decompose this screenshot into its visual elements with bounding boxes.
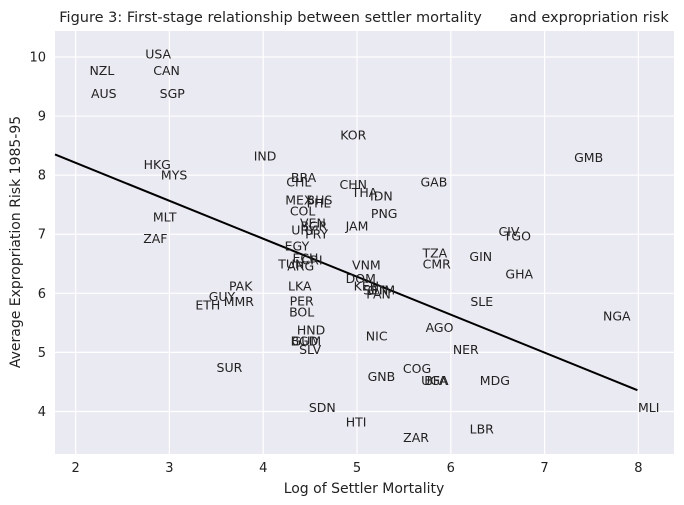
point-label-egy: EGY <box>285 239 310 254</box>
point-label-nzl: NZL <box>89 63 114 78</box>
point-label-zar: ZAR <box>403 430 429 445</box>
point-label-tza: TZA <box>421 246 447 261</box>
point-label-lka: LKA <box>288 279 312 294</box>
regression-line <box>54 153 638 392</box>
point-label-sle: SLE <box>470 294 493 309</box>
point-label-tha: THA <box>351 185 378 200</box>
point-label-ken: KEN <box>354 279 379 294</box>
point-label-cmr: CMR <box>423 256 452 271</box>
x-tick-label-8: 8 <box>634 461 642 476</box>
y-tick-label-8: 8 <box>38 169 46 184</box>
point-label-chl: CHL <box>286 175 311 190</box>
point-label-per: PER <box>290 293 314 308</box>
point-label-hti: HTI <box>346 415 367 430</box>
point-label-arg: ARG <box>287 259 314 274</box>
point-label-cog: COG <box>403 361 431 376</box>
x-tick-label-3: 3 <box>165 461 173 476</box>
point-label-pak: PAK <box>229 279 253 294</box>
y-axis-ticks: 4 5 6 7 8 9 10 <box>29 50 46 419</box>
point-label-guy: GUY <box>209 289 236 304</box>
point-label-ago: AGO <box>426 320 454 335</box>
point-label-gmb: GMB <box>574 150 603 165</box>
point-label-gnb: GNB <box>368 369 396 384</box>
point-label-ven: VEN <box>300 216 326 231</box>
point-label-mmr: MMR <box>224 294 255 309</box>
fit-line <box>54 153 638 392</box>
point-label-col: COL <box>290 204 316 219</box>
y-tick-label-9: 9 <box>38 110 46 125</box>
point-label-mdg: MDG <box>480 373 510 388</box>
point-label-usa: USA <box>145 47 171 62</box>
point-label-slv: SLV <box>299 342 322 357</box>
x-tick-label-6: 6 <box>447 461 455 476</box>
point-label-sdn: SDN <box>309 400 336 415</box>
point-label-gum: GUM <box>292 334 322 349</box>
point-label-mlt: MLT <box>153 210 177 225</box>
y-tick-label-6: 6 <box>38 287 46 302</box>
point-label-nga: NGA <box>603 308 631 323</box>
point-label-can: CAN <box>153 63 180 78</box>
x-tick-label-2: 2 <box>71 461 79 476</box>
point-label-tun: TUN <box>277 256 304 271</box>
point-label-idn: IDN <box>370 188 393 203</box>
point-label-mli: MLI <box>638 400 659 415</box>
x-tick-label-4: 4 <box>259 461 267 476</box>
point-label-phl: PHL <box>307 195 331 210</box>
x-axis-ticks: 2 3 4 5 6 7 8 <box>71 461 642 476</box>
point-label-vnm: VNM <box>352 257 381 272</box>
point-label-ind: IND <box>254 149 277 164</box>
point-label-pry: PRY <box>305 227 328 242</box>
point-label-kor: KOR <box>340 127 366 142</box>
point-label-png: PNG <box>371 206 398 221</box>
point-label-ury: URY <box>291 223 316 238</box>
y-tick-label-10: 10 <box>29 50 46 65</box>
point-label-hkg: HKG <box>144 157 171 172</box>
point-label-cri: CRI <box>301 253 322 268</box>
point-label-aus: AUS <box>91 86 117 101</box>
point-label-gin: GIN <box>469 249 492 264</box>
point-label-gab: GAB <box>420 175 447 190</box>
point-label-bhs: BHS <box>307 192 333 207</box>
point-label-mex: MEX <box>285 192 313 207</box>
point-label-gha: GHA <box>505 266 533 281</box>
point-label-sen: SEN <box>363 282 388 297</box>
point-label-nic: NIC <box>366 328 388 343</box>
plot-background <box>55 31 674 454</box>
point-label-hnd: HND <box>297 322 325 337</box>
y-tick-label-5: 5 <box>38 346 46 361</box>
y-tick-label-7: 7 <box>38 228 46 243</box>
point-label-civ: CIV <box>498 224 519 239</box>
point-label-jam: JAM <box>345 218 369 233</box>
point-label-eth: ETH <box>195 298 220 313</box>
y-tick-label-4: 4 <box>38 405 46 420</box>
x-axis-title: Log of Settler Mortality <box>284 481 445 497</box>
point-label-bgr: BGR <box>300 218 327 233</box>
y-axis-title: Average Expropriation Risk 1985-95 <box>8 116 24 368</box>
point-label-lbr: LBR <box>470 422 495 437</box>
point-label-chn: CHN <box>340 177 367 192</box>
point-label-pan: PAN <box>366 286 391 301</box>
point-label-gtm: GTM <box>368 282 396 297</box>
x-tick-label-5: 5 <box>353 461 361 476</box>
gridlines <box>55 31 674 454</box>
point-label-sgp: SGP <box>160 86 186 101</box>
point-label-bra: BRA <box>291 170 317 185</box>
point-label-sur: SUR <box>217 360 243 375</box>
point-label-ecu: ECU <box>293 250 319 265</box>
point-label-bfa: BFA <box>424 373 448 388</box>
chart-title: Figure 3: First-stage relationship betwe… <box>59 10 669 26</box>
point-label-dom: DOM <box>346 271 376 286</box>
point-label-bol: BOL <box>289 305 314 320</box>
x-tick-label-7: 7 <box>540 461 548 476</box>
point-label-tgo: TGO <box>503 229 531 244</box>
point-label-ner: NER <box>453 342 479 357</box>
point-label-zaf: ZAF <box>143 231 167 246</box>
point-label-bgd: BGD <box>291 334 319 349</box>
point-label-mys: MYS <box>161 168 187 183</box>
point-label-uga: UGA <box>421 373 449 388</box>
